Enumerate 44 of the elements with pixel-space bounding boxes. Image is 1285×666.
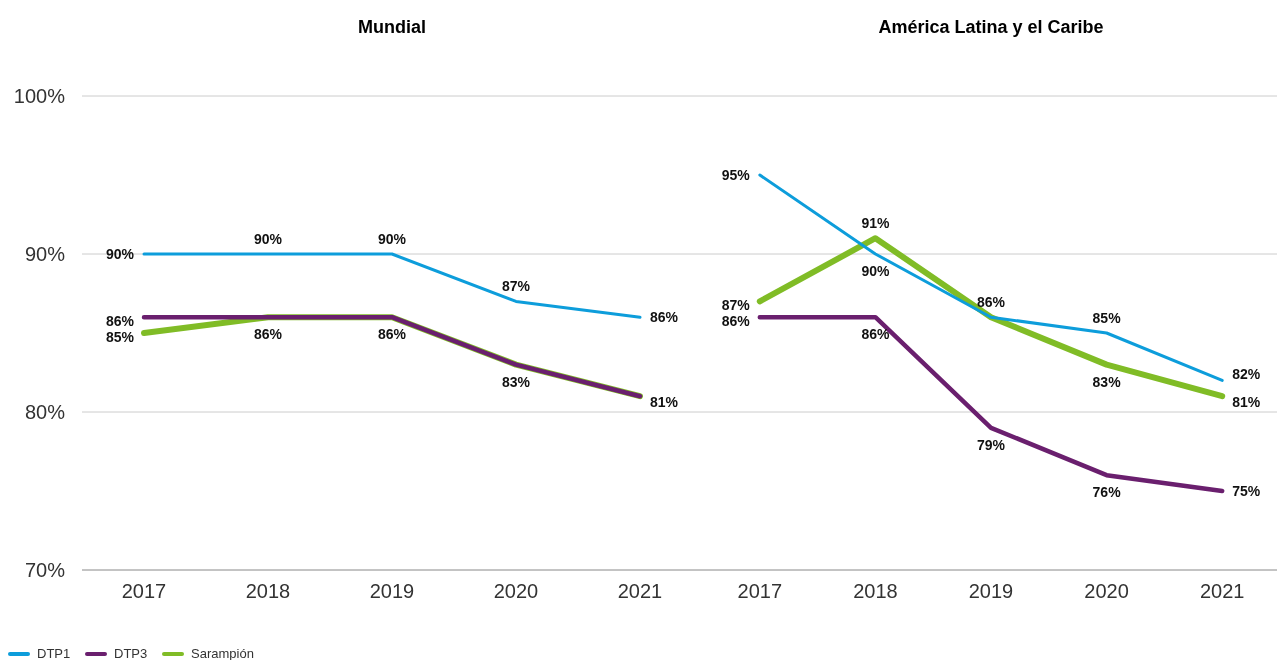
data-label: 91% (861, 215, 890, 232)
data-label: 86% (650, 309, 679, 326)
legend-label: Sarampión (191, 646, 254, 661)
y-tick-label: 90% (24, 243, 66, 265)
data-label: 86% (105, 313, 135, 330)
data-label: 90% (861, 263, 890, 279)
data-label: 87% (501, 278, 531, 295)
x-tick-label: 2018 (245, 580, 291, 602)
y-tick-label: 80% (24, 401, 66, 423)
legend-label: DTP1 (37, 646, 71, 661)
x-tick-label: 2019 (968, 580, 1014, 602)
x-tick-label: 2017 (121, 580, 167, 602)
data-label: 86% (721, 313, 751, 330)
data-label: 90% (105, 246, 135, 262)
chart-title: Mundial (358, 17, 426, 37)
data-label: 86% (377, 326, 407, 343)
data-label: 81% (1232, 394, 1261, 411)
chart-title: América Latina y el Caribe (878, 17, 1104, 37)
data-label: 86% (253, 326, 283, 343)
x-tick-label: 2021 (617, 580, 663, 602)
data-label: 86% (976, 294, 1006, 311)
x-tick-label: 2021 (1199, 580, 1245, 602)
data-label: 82% (1232, 366, 1261, 383)
data-label: 90% (253, 231, 283, 247)
x-tick-label: 2020 (493, 580, 539, 602)
data-label: 76% (1092, 484, 1122, 501)
data-label: 79% (976, 436, 1006, 453)
data-label: 85% (1092, 310, 1122, 326)
data-label: 81% (650, 394, 679, 411)
x-tick-label: 2020 (1084, 580, 1129, 602)
data-label: 75% (1232, 483, 1261, 499)
y-tick-label: 70% (24, 559, 66, 581)
x-tick-label: 2018 (853, 580, 898, 602)
data-label: 83% (501, 373, 531, 390)
legend-label: DTP3 (114, 646, 148, 661)
data-label: 90% (377, 231, 407, 247)
data-label: 95% (721, 167, 751, 183)
y-tick-label: 100% (13, 85, 66, 107)
data-label: 83% (1092, 373, 1122, 390)
data-label: 86% (861, 326, 890, 343)
data-label: 85% (105, 329, 135, 345)
x-tick-label: 2017 (737, 580, 783, 602)
x-tick-label: 2019 (369, 580, 415, 602)
data-label: 87% (721, 297, 751, 314)
